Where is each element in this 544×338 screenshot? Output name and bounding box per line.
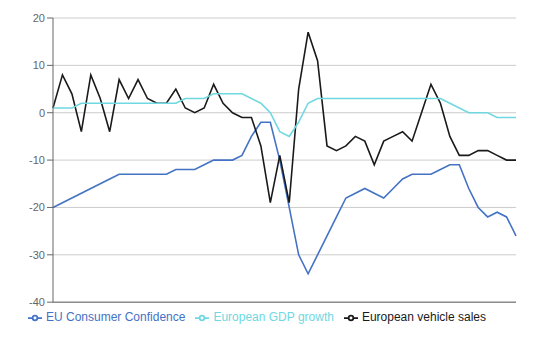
svg-text:20: 20 xyxy=(33,12,45,24)
svg-text:0: 0 xyxy=(39,107,45,119)
html-text:European GDP growth: European GDP growth xyxy=(213,310,334,325)
svg-text:-20: -20 xyxy=(29,201,45,213)
svg-text:-10: -10 xyxy=(29,154,45,166)
html-text:EU Consumer Confidence: EU Consumer Confidence xyxy=(46,310,186,325)
svg-text:-40: -40 xyxy=(29,296,45,308)
svg-text:10: 10 xyxy=(33,59,45,71)
html-text:European vehicle sales: European vehicle sales xyxy=(361,310,486,325)
svg-text:-30: -30 xyxy=(29,249,45,261)
